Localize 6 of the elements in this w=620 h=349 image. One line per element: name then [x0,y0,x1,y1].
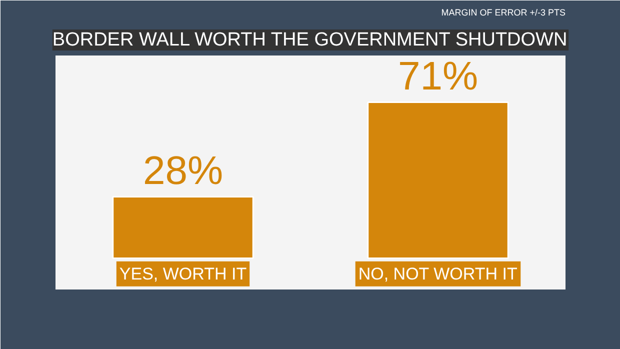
text: MARGIN OF ERROR +/-3 PTS [441,8,566,18]
data-label: 28% [142,148,224,193]
x-tick-label: YES, WORTH IT [119,264,247,284]
chart-title: BORDER WALL WORTH THE GOVERNMENT SHUTDOWN [52,30,568,50]
x-tick-label: NO, NOT WORTH IT [358,264,518,284]
data-label: 71% [398,54,478,98]
